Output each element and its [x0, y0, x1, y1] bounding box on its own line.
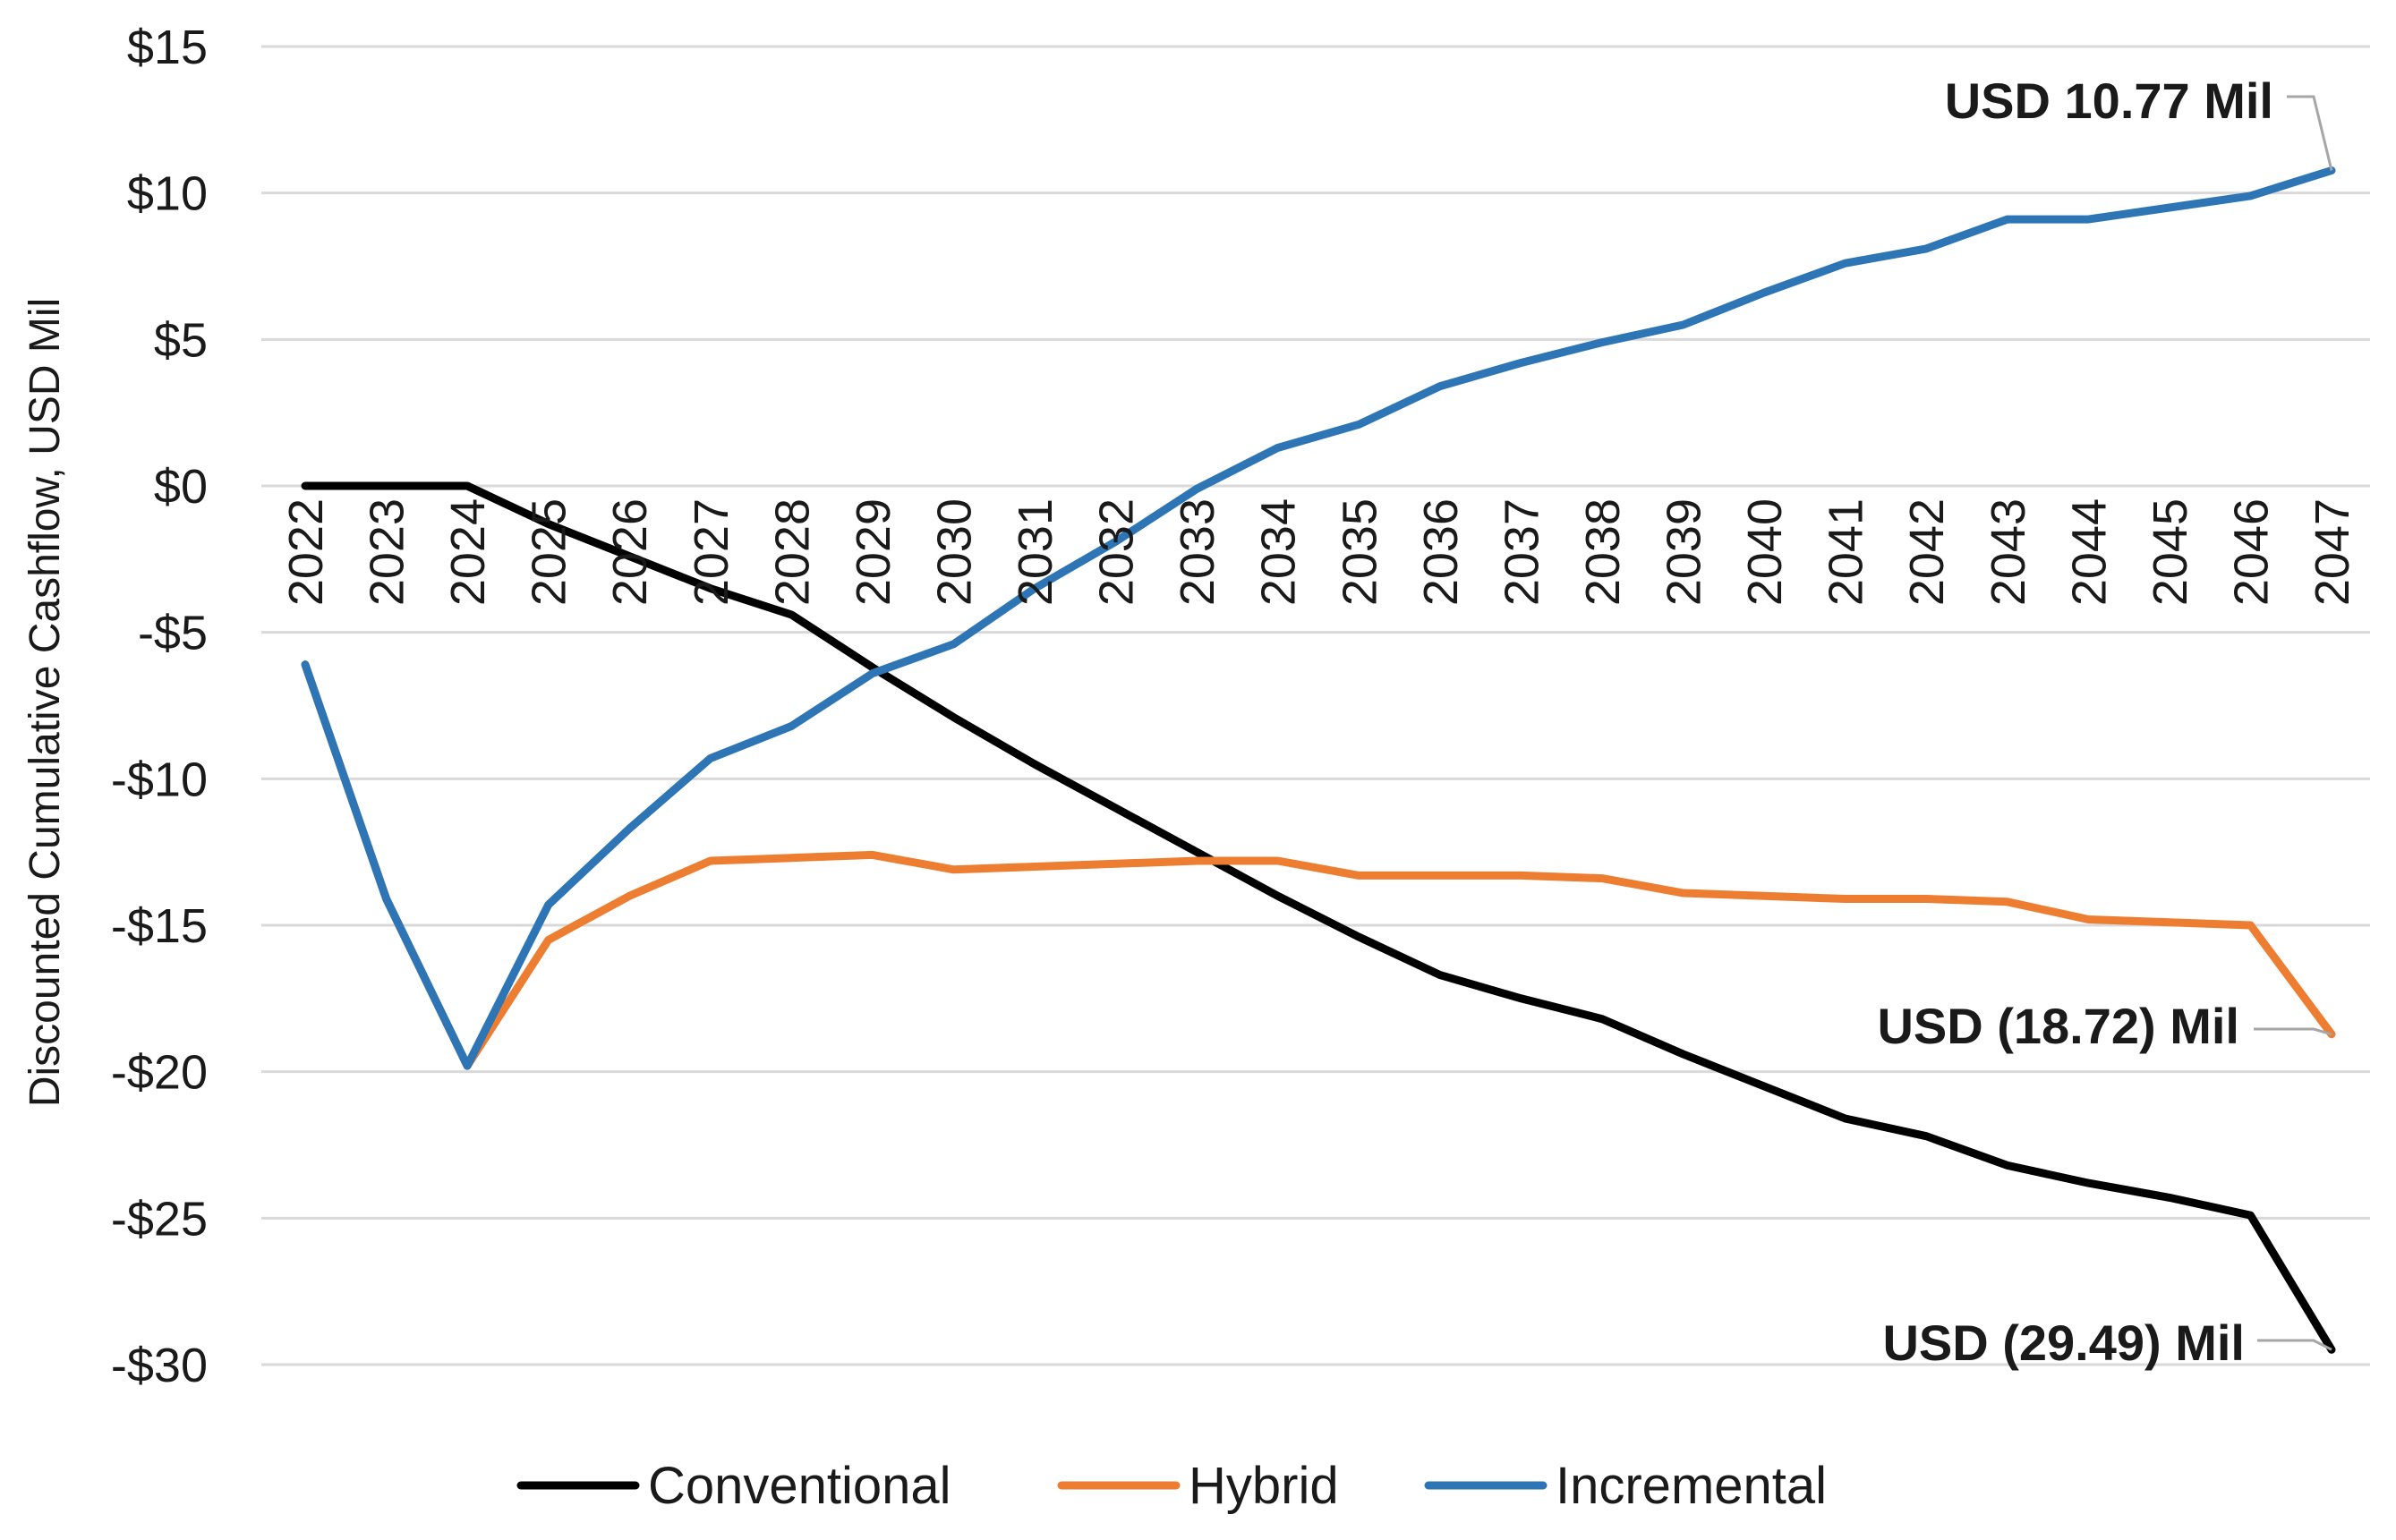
- x-tick-label: 2027: [685, 498, 738, 606]
- x-tick-label: 2025: [523, 498, 576, 606]
- x-tick-label: 2036: [1414, 498, 1468, 606]
- x-tick-label: 2034: [1252, 498, 1306, 606]
- x-tick-label: 2039: [1658, 498, 1711, 606]
- y-tick-label: -$5: [138, 607, 208, 660]
- y-tick-label: -$20: [111, 1046, 208, 1100]
- x-tick-label: 2033: [1171, 498, 1224, 606]
- series-line-incremental: [301, 166, 2336, 1070]
- annotation-label: USD 10.77 Mil: [1945, 72, 2273, 129]
- x-tick-label: 2029: [847, 498, 900, 606]
- legend-label-incremental: Incremental: [1556, 1457, 1827, 1515]
- y-tick-label: -$15: [111, 899, 208, 953]
- x-tick-label: 2042: [1900, 498, 1954, 606]
- legend-label-hybrid: Hybrid: [1189, 1457, 1339, 1515]
- y-axis: $15 $10 $5 $0 -$5 -$10 -$15 -$20 -$25 -$30: [111, 21, 208, 1392]
- annotation-leader-line: [2254, 1027, 2332, 1036]
- annotation-label: USD (29.49) Mil: [1882, 1315, 2245, 1371]
- gridlines: [261, 45, 2370, 1366]
- x-tick-label: 2047: [2306, 498, 2359, 606]
- x-tick-label: 2026: [603, 498, 657, 606]
- series-line-hybrid: [301, 660, 2336, 1070]
- y-tick-label: -$25: [111, 1192, 208, 1246]
- x-tick-label: 2022: [279, 498, 333, 606]
- annotations: USD 10.77 Mil USD (18.72) Mil USD (29.49) …: [1877, 72, 2333, 1371]
- y-tick-label: $5: [154, 313, 208, 367]
- x-tick-label: 2041: [1820, 498, 1873, 606]
- x-tick-label: 2037: [1495, 498, 1548, 606]
- series-lines: [301, 166, 2336, 1354]
- x-tick-label: 2028: [765, 498, 819, 606]
- y-tick-label: $0: [154, 460, 208, 514]
- y-tick-label: $10: [127, 167, 208, 221]
- x-tick-label: 2035: [1333, 498, 1386, 606]
- x-tick-label: 2024: [441, 498, 495, 606]
- legend-label-conventional: Conventional: [648, 1457, 951, 1515]
- x-tick-label: 2030: [927, 498, 981, 606]
- x-axis: 2022 2023 2024 2025 2026 2027 2028 2029 2030 2031…: [279, 498, 2359, 606]
- annotation-leader-line: [2287, 95, 2333, 171]
- x-tick-label: 2045: [2144, 498, 2197, 606]
- annotation-leader-line: [2257, 1339, 2332, 1351]
- x-tick-label: 2038: [1576, 498, 1630, 606]
- x-tick-label: 2044: [2062, 498, 2116, 606]
- x-tick-label: 2046: [2224, 498, 2278, 606]
- x-tick-label: 2023: [361, 498, 414, 606]
- x-tick-label: 2032: [1090, 498, 1144, 606]
- annotation-label: USD (18.72) Mil: [1877, 998, 2239, 1054]
- legend: Conventional Hybrid Incremental: [516, 1457, 1827, 1515]
- y-tick-label: -$30: [111, 1339, 208, 1392]
- series-line-conventional: [301, 481, 2336, 1354]
- y-tick-label: -$10: [111, 753, 208, 806]
- x-tick-label: 2031: [1009, 498, 1062, 606]
- y-tick-label: $15: [127, 21, 208, 74]
- y-axis-title: Discounted Cumulative Cashflow, USD Mil: [21, 298, 69, 1107]
- x-tick-label: 2040: [1738, 498, 1792, 606]
- x-tick-label: 2043: [1982, 498, 2035, 606]
